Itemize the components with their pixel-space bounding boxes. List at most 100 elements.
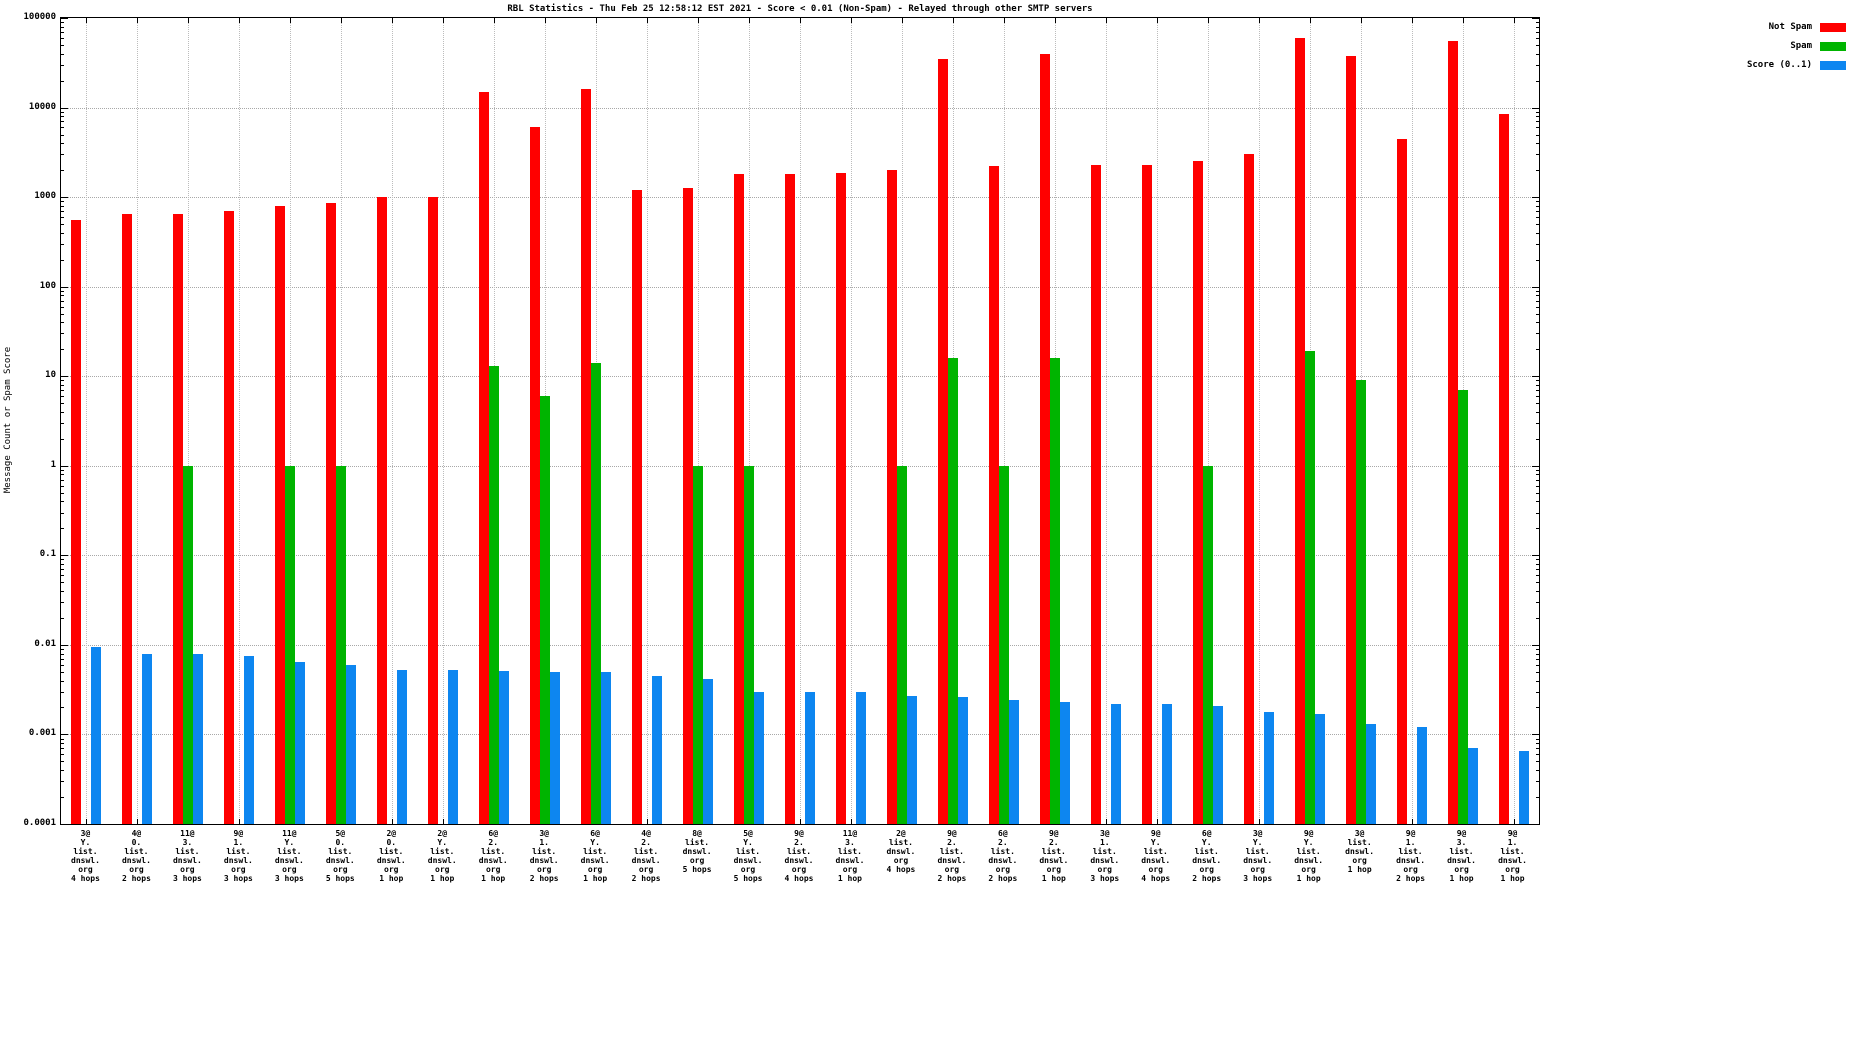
y-minor-tick [1536, 559, 1539, 561]
legend-label: Not Spam [1768, 22, 1812, 32]
x-tick [800, 819, 801, 824]
bar-spam [1203, 465, 1213, 824]
y-minor-tick [61, 754, 64, 756]
bar-spam [1050, 357, 1060, 824]
y-minor-tick [61, 664, 64, 666]
bar-spam [285, 465, 295, 824]
x-category-label: 5@ 0. list. dnswl. org 5 hops [325, 829, 355, 883]
y-minor-tick [1536, 671, 1539, 673]
y-major-tick [1532, 197, 1539, 199]
y-axis-label: Message Count or Spam Score [3, 346, 13, 494]
x-tick [1411, 819, 1413, 824]
x-category-label: 9@ 2. list. dnswl. org 4 hops [784, 829, 814, 883]
y-minor-tick [1536, 501, 1539, 503]
bar-score [295, 661, 305, 824]
y-tick-label: 10 [45, 370, 56, 381]
y-minor-tick [1536, 396, 1539, 398]
bar-not-spam [1397, 138, 1407, 824]
x-gridline [290, 18, 292, 824]
x-category-label: 8@ list. dnswl. org 5 hops [682, 829, 712, 874]
y-minor-tick [61, 295, 64, 297]
y-minor-tick [61, 492, 64, 494]
x-tick [1258, 18, 1260, 23]
bar-score [703, 678, 713, 824]
y-minor-tick [1536, 154, 1539, 156]
bar-score [1366, 724, 1376, 824]
y-minor-tick [1536, 748, 1539, 750]
y-tick-label: 0.0001 [23, 818, 56, 828]
y-major-tick [1532, 734, 1539, 736]
x-category-label: 3@ list. dnswl. org 1 hop [1345, 829, 1375, 874]
y-major-tick [1532, 286, 1539, 288]
x-tick [952, 18, 954, 23]
x-category-label: 9@ 1. list. dnswl. org 2 hops [1396, 829, 1426, 883]
x-category-label: 2@ 0. list. dnswl. org 1 hop [376, 829, 406, 883]
y-minor-tick [61, 143, 64, 145]
bar-score [1060, 702, 1070, 824]
x-category-label: 3@ Y. list. dnswl. org 4 hops [71, 829, 100, 883]
bar-not-spam [1040, 53, 1050, 824]
y-minor-tick [1536, 761, 1539, 763]
x-gridline [341, 18, 343, 824]
y-minor-tick [1536, 390, 1539, 392]
y-minor-tick [61, 403, 64, 405]
y-minor-tick [61, 390, 64, 392]
y-major-tick [61, 376, 68, 378]
bar-score [601, 671, 611, 824]
x-category-label: 3@ 1. list. dnswl. org 2 hops [529, 829, 559, 883]
y-minor-tick [1536, 313, 1539, 315]
y-minor-tick [61, 707, 64, 709]
x-tick [1309, 18, 1311, 23]
y-minor-tick [1536, 384, 1539, 386]
x-gridline [1207, 18, 1209, 824]
y-minor-tick [61, 134, 64, 136]
bar-not-spam [887, 170, 897, 824]
y-minor-tick [61, 582, 64, 584]
y-minor-tick [61, 512, 64, 514]
x-tick [596, 18, 598, 23]
x-tick [392, 18, 394, 23]
chart-title: RBL Statistics - Thu Feb 25 12:58:12 EST… [507, 4, 1093, 14]
bar-spam [693, 465, 703, 824]
bar-score [907, 695, 917, 824]
y-minor-tick [61, 438, 64, 440]
y-minor-tick [61, 170, 64, 172]
x-tick [1156, 819, 1158, 824]
x-tick [1105, 18, 1107, 23]
bar-score [1111, 703, 1121, 824]
bar-not-spam [938, 58, 948, 824]
x-tick [1462, 18, 1464, 23]
bar-not-spam [377, 197, 387, 824]
bar-not-spam [122, 213, 132, 824]
bar-not-spam [1346, 55, 1356, 824]
y-major-tick [61, 824, 68, 825]
y-minor-tick [61, 322, 64, 324]
x-category-label: 9@ 1. list. dnswl. org 1 hop [1498, 829, 1527, 883]
y-minor-tick [1536, 438, 1539, 440]
y-minor-tick [1536, 754, 1539, 756]
y-major-tick [1532, 376, 1539, 378]
x-tick [1513, 819, 1515, 824]
bar-not-spam [1091, 164, 1101, 824]
x-category-label: 11@ 3. list. dnswl. org 3 hops [172, 829, 202, 883]
x-tick [494, 18, 496, 23]
x-category-label: 9@ Y. list. dnswl. org 1 hop [1294, 829, 1324, 883]
y-minor-tick [1536, 492, 1539, 494]
x-gridline [647, 18, 649, 824]
bar-score [754, 691, 764, 824]
y-minor-tick [61, 80, 64, 82]
y-minor-tick [1536, 116, 1539, 118]
bar-spam [1458, 390, 1468, 824]
y-major-tick [61, 18, 68, 19]
y-major-tick [1532, 824, 1539, 825]
y-minor-tick [61, 154, 64, 156]
y-minor-tick [61, 384, 64, 386]
y-minor-tick [61, 411, 64, 413]
y-minor-tick [61, 396, 64, 398]
y-minor-tick [1536, 111, 1539, 113]
y-minor-tick [1536, 216, 1539, 218]
y-minor-tick [61, 770, 64, 772]
y-minor-tick [1536, 64, 1539, 66]
y-minor-tick [61, 64, 64, 66]
y-tick-label: 0.01 [34, 638, 56, 649]
